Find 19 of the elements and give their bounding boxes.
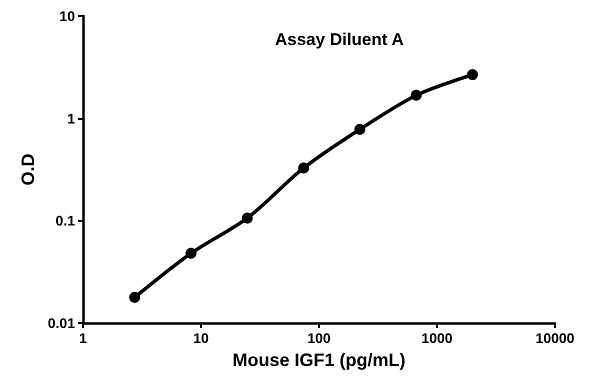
point (467, 69, 478, 80)
y-tick-label: 1 (67, 110, 76, 126)
y-tick-label: 0.1 (56, 212, 76, 229)
x-tick-label: 100 (307, 330, 331, 346)
point (242, 212, 253, 224)
x-tick-label: 10 (193, 330, 209, 346)
x-tick-label: 1000 (421, 330, 453, 346)
y-tick-label: 10 (59, 8, 76, 24)
point (410, 90, 422, 101)
x-tick-label: 10000 (536, 330, 575, 346)
point (354, 124, 366, 135)
point (129, 292, 140, 303)
y-tick-label: 0.01 (48, 315, 76, 331)
x-tick-label: 1 (79, 330, 88, 346)
point (298, 162, 310, 174)
y-axis-title: O.D (18, 153, 38, 186)
x-axis-title: Mouse IGF1 (pg/mL) (232, 350, 406, 370)
point (186, 248, 197, 259)
text: Assay Diluent A (275, 30, 404, 49)
